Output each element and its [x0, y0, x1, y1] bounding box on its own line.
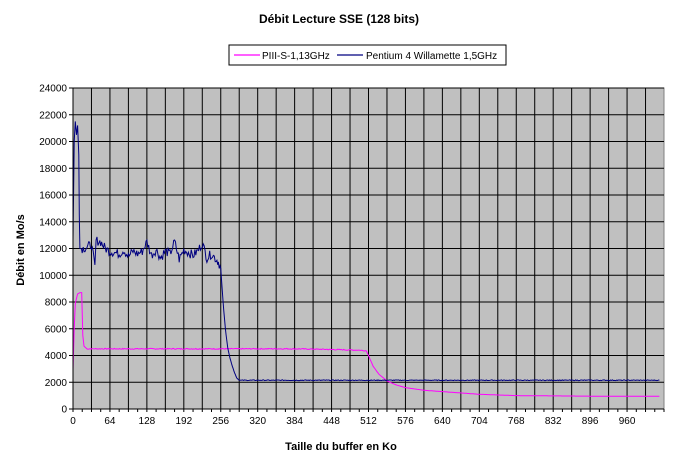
legend-label-series-1: Pentium 4 Willamette 1,5GHz	[366, 51, 497, 62]
x-axis-label: Taille du buffer en Ko	[285, 441, 397, 453]
y-tick-label-12: 24000	[39, 84, 67, 95]
x-tick-label-7: 448	[323, 416, 340, 427]
y-tick-label-2: 4000	[45, 351, 68, 362]
x-tick-label-1: 64	[104, 416, 116, 427]
y-tick-label-10: 20000	[39, 137, 67, 148]
grid	[73, 87, 664, 409]
x-tick-label-9: 576	[397, 416, 414, 427]
y-tick-label-9: 18000	[39, 164, 67, 175]
y-tick-label-4: 8000	[45, 298, 68, 309]
x-tick-label-14: 896	[582, 416, 599, 427]
axes	[69, 87, 665, 412]
series-group	[72, 121, 660, 397]
y-tick-label-7: 14000	[39, 217, 67, 228]
legend: PIII-S-1,13GHz Pentium 4 Willamette 1,5G…	[228, 44, 507, 66]
y-tick-label-8: 16000	[39, 191, 67, 202]
x-tick-label-15: 960	[619, 416, 636, 427]
y-tick-label-11: 22000	[39, 110, 67, 121]
y-tick-label-5: 10000	[39, 271, 67, 282]
x-tick-label-3: 192	[175, 416, 192, 427]
x-tick-label-0: 0	[70, 416, 76, 427]
x-tick-label-6: 384	[286, 416, 303, 427]
legend-box	[228, 44, 507, 66]
x-tick-label-10: 640	[434, 416, 451, 427]
y-tick-label-6: 12000	[39, 244, 67, 255]
y-tick-label-3: 6000	[45, 324, 68, 335]
y-tick-label-0: 0	[61, 405, 67, 416]
x-tick-label-12: 768	[508, 416, 525, 427]
tick-labels: 0 2000 4000 6000 8000 10000 12000 14000 16000 180…	[39, 84, 636, 428]
x-tick-label-13: 832	[545, 416, 562, 427]
x-tick-label-4: 256	[212, 416, 229, 427]
y-axis-label: Débit en Mo/s	[15, 214, 27, 286]
series-line-1	[72, 121, 660, 382]
chart-title: Débit Lecture SSE (128 bits)	[259, 12, 419, 26]
x-tick-label-11: 704	[471, 416, 488, 427]
x-tick-label-2: 128	[139, 416, 156, 427]
x-tick-label-5: 320	[249, 416, 266, 427]
series-line-0	[72, 292, 660, 397]
y-tick-label-1: 2000	[45, 378, 68, 389]
x-tick-label-8: 512	[360, 416, 377, 427]
legend-label-series-0: PIII-S-1,13GHz	[262, 51, 330, 62]
